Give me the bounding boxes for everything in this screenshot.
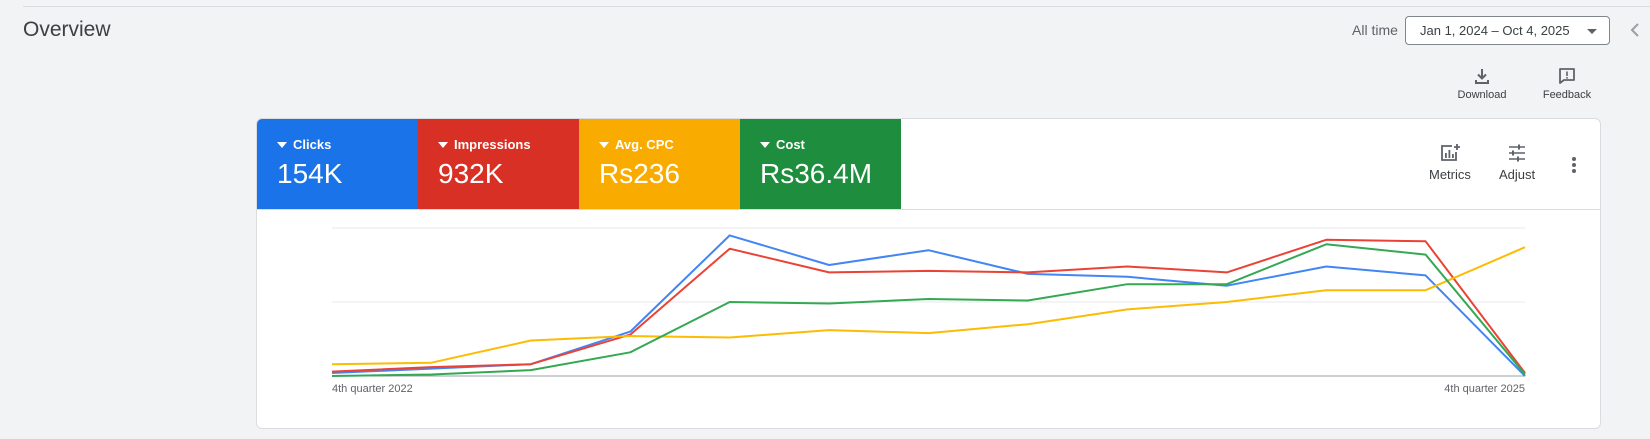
scorecard-clicks[interactable]: Clicks 154K bbox=[257, 119, 418, 209]
scorecard-value: 932K bbox=[438, 158, 504, 189]
scorecard-label: Clicks bbox=[293, 137, 332, 152]
series-line-avg-cpc bbox=[331, 246, 1526, 366]
scorecard-value: Rs236 bbox=[599, 158, 680, 189]
page-title: Overview bbox=[23, 18, 111, 41]
scorecard-avg-cpc[interactable]: Avg. CPC Rs236 bbox=[579, 119, 740, 209]
date-range-value: Jan 1, 2024 – Oct 4, 2025 bbox=[1420, 23, 1570, 38]
scorecard-value: Rs36.4M bbox=[760, 158, 873, 189]
download-button[interactable]: Download bbox=[1447, 66, 1517, 106]
add-chart-icon bbox=[1441, 144, 1460, 161]
scorecard-dropdown-icon bbox=[438, 141, 448, 148]
feedback-button[interactable]: Feedback bbox=[1532, 66, 1602, 106]
performance-line-chart: 4th quarter 2022 4th quarter 2025 bbox=[331, 227, 1526, 395]
more-options-button[interactable] bbox=[1568, 155, 1580, 175]
performance-card: Clicks 154K Impressions 932K Avg. CPC Rs… bbox=[256, 118, 1601, 429]
scorecard-label: Impressions bbox=[454, 137, 531, 152]
scorecard-dropdown-icon bbox=[277, 141, 287, 148]
scorecard-row: Clicks 154K Impressions 932K Avg. CPC Rs… bbox=[257, 119, 901, 209]
date-range-select[interactable]: Jan 1, 2024 – Oct 4, 2025 bbox=[1405, 16, 1610, 45]
scorecard-label: Avg. CPC bbox=[615, 137, 674, 152]
more-vert-icon bbox=[1572, 157, 1576, 173]
chevron-left-icon bbox=[1630, 23, 1639, 37]
x-tick-label: 4th quarter 2025 bbox=[1444, 383, 1525, 395]
top-divider bbox=[23, 6, 1650, 7]
scorecard-label: Cost bbox=[776, 137, 805, 152]
scorecard-cost[interactable]: Cost Rs36.4M bbox=[740, 119, 901, 209]
collapse-panel-button[interactable] bbox=[1627, 20, 1643, 40]
download-icon bbox=[1475, 69, 1489, 84]
download-label: Download bbox=[1457, 89, 1507, 101]
dropdown-arrow-icon bbox=[1587, 29, 1597, 34]
scorecard-impressions[interactable]: Impressions 932K bbox=[418, 119, 579, 209]
scorecard-value: 154K bbox=[277, 158, 343, 189]
adjust-label: Adjust bbox=[1499, 167, 1536, 182]
scorecard-dropdown-icon bbox=[599, 141, 609, 148]
adjust-button[interactable]: Adjust bbox=[1499, 143, 1535, 182]
scorecard-dropdown-icon bbox=[760, 141, 770, 148]
series-line-impressions bbox=[331, 238, 1526, 374]
tune-icon bbox=[1509, 144, 1526, 162]
feedback-icon bbox=[1559, 68, 1575, 84]
metrics-label: Metrics bbox=[1429, 167, 1471, 182]
date-range-label: All time bbox=[1352, 22, 1398, 38]
series-line-clicks bbox=[331, 234, 1526, 377]
series-line-cost bbox=[331, 243, 1526, 377]
x-tick-label: 4th quarter 2022 bbox=[332, 383, 413, 395]
feedback-label: Feedback bbox=[1542, 89, 1592, 101]
card-header-divider bbox=[257, 209, 1600, 210]
metrics-button[interactable]: Metrics bbox=[1429, 143, 1471, 182]
